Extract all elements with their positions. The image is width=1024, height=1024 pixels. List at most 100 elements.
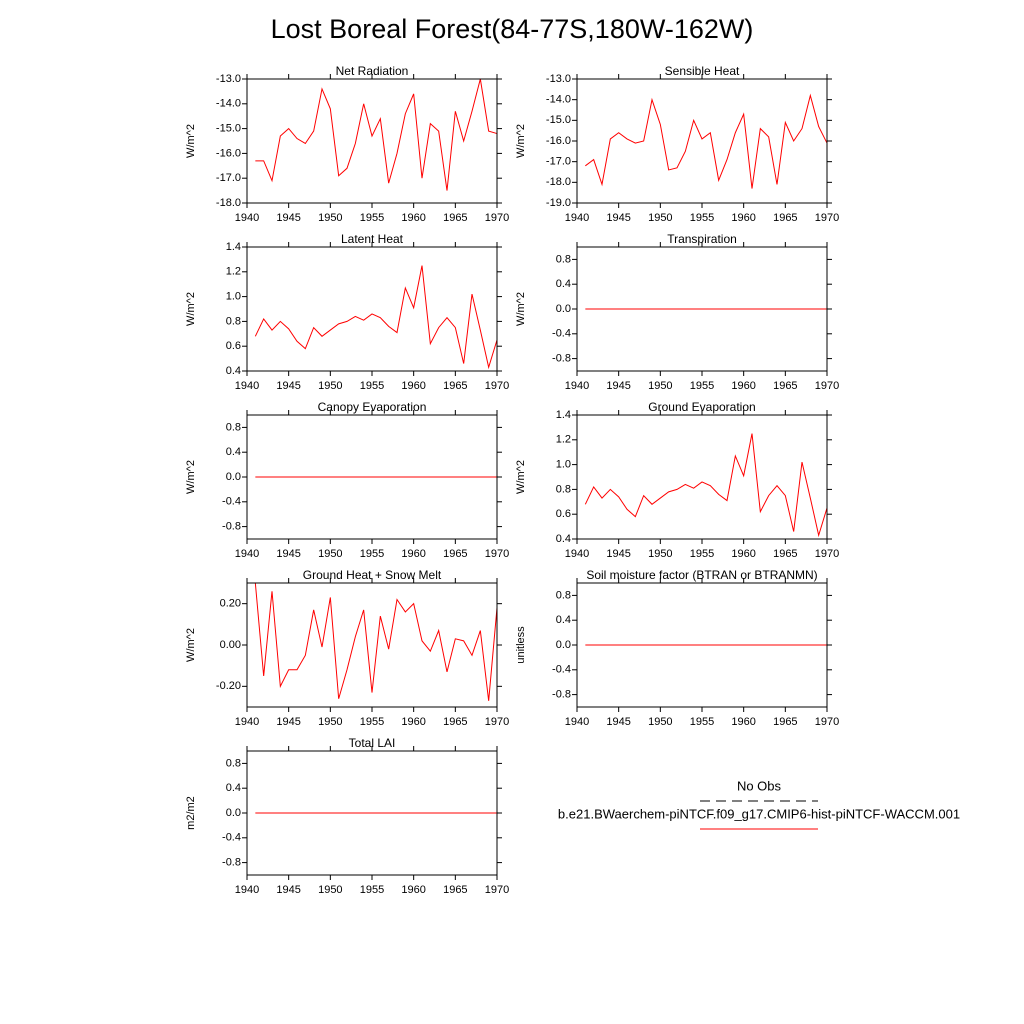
y-axis-label: W/m^2 xyxy=(515,124,527,158)
x-tick-label: 1960 xyxy=(401,548,425,560)
x-tick-label: 1940 xyxy=(565,716,589,728)
y-tick-label: -0.20 xyxy=(216,680,241,692)
y-axis-label: unitless xyxy=(515,626,527,664)
plot-frame xyxy=(576,414,828,540)
y-axis-label: W/m^2 xyxy=(185,628,197,662)
x-tick-label: 1965 xyxy=(443,548,467,560)
x-tick-label: 1950 xyxy=(648,212,672,224)
x-tick-label: 1940 xyxy=(235,884,259,896)
x-tick-label: 1960 xyxy=(731,548,755,560)
x-tick-label: 1950 xyxy=(318,884,342,896)
panel-title: Latent Heat xyxy=(341,232,404,246)
y-axis-label: m2/m2 xyxy=(185,796,197,830)
panel-title: Transpiration xyxy=(667,232,737,246)
y-tick-label: 0.4 xyxy=(226,782,241,794)
y-tick-label: 0.20 xyxy=(220,598,241,610)
y-axis-label: W/m^2 xyxy=(185,124,197,158)
x-tick-label: 1970 xyxy=(815,212,839,224)
y-tick-label: 1.0 xyxy=(556,459,571,471)
x-tick-label: 1950 xyxy=(318,212,342,224)
panel-title: Ground Heat + Snow Melt xyxy=(303,568,442,582)
x-tick-label: 1945 xyxy=(276,716,300,728)
y-tick-label: -13.0 xyxy=(546,73,571,85)
panel-title: Soil moisture factor (BTRAN or BTRANMN) xyxy=(586,568,817,582)
legend-label: b.e21.BWaerchem-piNTCF.f09_g17.CMIP6-his… xyxy=(558,806,960,821)
data-line xyxy=(585,93,828,189)
x-tick-label: 1970 xyxy=(485,380,509,392)
y-tick-label: -14.0 xyxy=(546,94,571,106)
x-tick-label: 1960 xyxy=(401,380,425,392)
y-axis-label: W/m^2 xyxy=(515,460,527,494)
x-tick-label: 1940 xyxy=(235,212,259,224)
panel-title: Net Radiation xyxy=(336,64,409,78)
x-tick-label: 1965 xyxy=(773,548,797,560)
x-tick-label: 1970 xyxy=(485,884,509,896)
panel-title: Total LAI xyxy=(349,736,396,750)
y-tick-label: 0.8 xyxy=(226,315,241,327)
y-tick-label: 0.0 xyxy=(226,471,241,483)
data-line xyxy=(255,78,498,191)
x-tick-label: 1970 xyxy=(485,716,509,728)
y-tick-label: -15.0 xyxy=(216,123,241,135)
x-tick-label: 1965 xyxy=(443,884,467,896)
y-tick-label: -0.4 xyxy=(552,328,571,340)
x-tick-label: 1945 xyxy=(276,548,300,560)
y-axis-label: W/m^2 xyxy=(185,292,197,326)
y-tick-label: -0.4 xyxy=(222,832,241,844)
x-tick-label: 1950 xyxy=(318,380,342,392)
x-tick-label: 1955 xyxy=(690,380,714,392)
y-tick-label: -0.4 xyxy=(222,496,241,508)
x-tick-label: 1955 xyxy=(360,212,384,224)
y-tick-label: 0.0 xyxy=(556,303,571,315)
y-tick-label: 0.0 xyxy=(226,807,241,819)
x-tick-label: 1940 xyxy=(235,380,259,392)
y-tick-label: 1.2 xyxy=(556,434,571,446)
plot-frame xyxy=(246,78,498,204)
y-tick-label: 1.2 xyxy=(226,266,241,278)
x-tick-label: 1955 xyxy=(690,716,714,728)
y-tick-label: -0.8 xyxy=(552,689,571,701)
y-tick-label: 0.4 xyxy=(556,533,571,545)
x-tick-label: 1960 xyxy=(731,380,755,392)
x-tick-label: 1955 xyxy=(690,548,714,560)
x-tick-label: 1960 xyxy=(401,212,425,224)
plot-frame xyxy=(246,582,498,708)
y-tick-label: -18.0 xyxy=(216,197,241,209)
panel-title: Ground Evaporation xyxy=(648,400,755,414)
y-tick-label: 0.8 xyxy=(226,757,241,769)
x-tick-label: 1960 xyxy=(731,716,755,728)
plot-frame xyxy=(576,246,828,372)
x-tick-label: 1950 xyxy=(648,716,672,728)
x-tick-label: 1965 xyxy=(773,380,797,392)
x-tick-label: 1970 xyxy=(815,716,839,728)
y-tick-label: -13.0 xyxy=(216,73,241,85)
plot-frame xyxy=(246,246,498,372)
x-tick-label: 1955 xyxy=(690,212,714,224)
y-tick-label: -0.8 xyxy=(552,353,571,365)
x-tick-label: 1965 xyxy=(443,716,467,728)
y-tick-label: -15.0 xyxy=(546,114,571,126)
x-tick-label: 1940 xyxy=(565,548,589,560)
x-tick-label: 1965 xyxy=(773,212,797,224)
y-tick-label: -17.0 xyxy=(216,172,241,184)
y-tick-label: 0.4 xyxy=(226,365,241,377)
x-tick-label: 1950 xyxy=(648,548,672,560)
y-tick-label: 0.00 xyxy=(220,639,241,651)
x-tick-label: 1940 xyxy=(235,716,259,728)
y-tick-label: 0.4 xyxy=(556,614,571,626)
y-tick-label: 0.6 xyxy=(226,340,241,352)
plot-frame xyxy=(246,750,498,876)
y-tick-label: -0.8 xyxy=(222,521,241,533)
x-tick-label: 1940 xyxy=(565,212,589,224)
data-line xyxy=(254,582,498,701)
x-tick-label: 1940 xyxy=(235,548,259,560)
y-tick-label: 0.4 xyxy=(226,446,241,458)
legend-label: No Obs xyxy=(737,778,782,793)
x-tick-label: 1970 xyxy=(485,548,509,560)
y-tick-label: -19.0 xyxy=(546,197,571,209)
y-tick-label: -18.0 xyxy=(546,176,571,188)
x-tick-label: 1955 xyxy=(360,548,384,560)
x-tick-label: 1955 xyxy=(360,884,384,896)
y-tick-label: -16.0 xyxy=(216,147,241,159)
x-tick-label: 1950 xyxy=(318,548,342,560)
